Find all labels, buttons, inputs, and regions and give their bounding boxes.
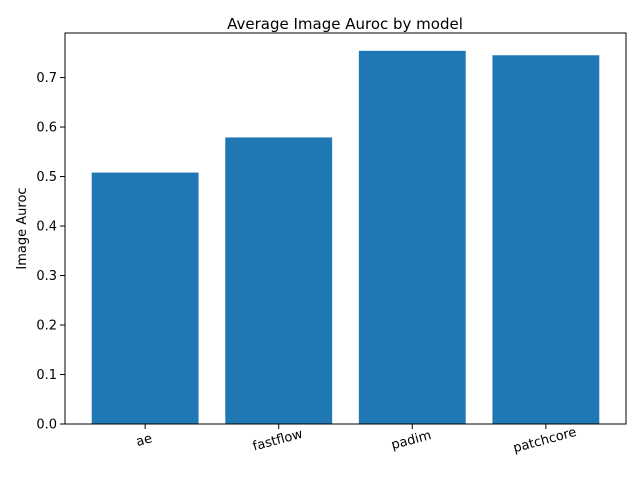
bar-patchcore [492,55,600,424]
chart-title: Average Image Auroc by model [227,15,463,33]
y-tick-label: 0.6 [36,121,57,136]
bar-fastflow [225,137,333,424]
y-tick-label: 0.1 [36,368,57,383]
y-axis-label: Image Auroc [15,187,30,269]
y-axis-ticks: 0.0 0.1 0.2 0.3 0.4 0.5 0.6 0.7 [36,71,65,433]
y-tick-label: 0.5 [36,170,57,185]
bar-padim [358,50,466,425]
y-tick-label: 0.3 [36,269,57,284]
y-tick-label: 0.2 [36,319,57,334]
x-tick-label-ae: ae [135,431,154,450]
bars-group [91,50,600,425]
bar-ae [91,172,199,424]
y-tick-label: 0.0 [36,418,57,433]
y-tick-label: 0.7 [36,71,57,86]
plot-frame [64,32,627,425]
y-tick-label: 0.4 [36,220,57,235]
